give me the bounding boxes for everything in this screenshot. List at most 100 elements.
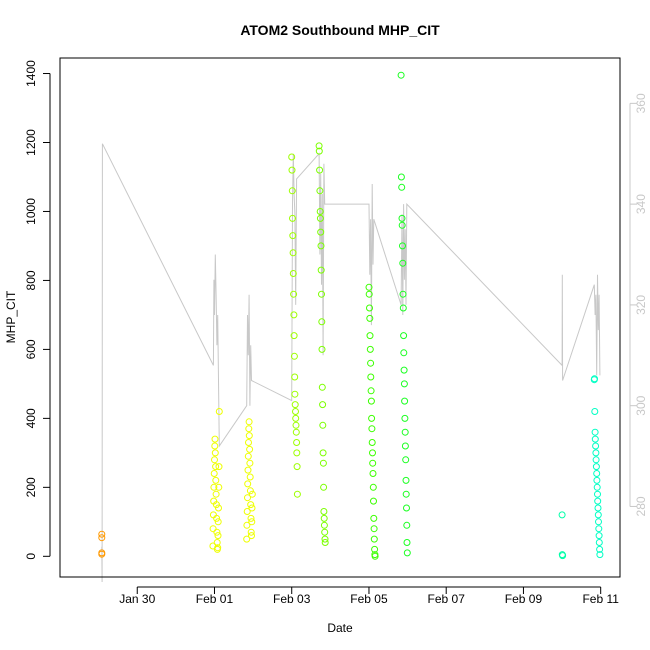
data-point [369, 459, 377, 467]
data-point [594, 504, 602, 512]
data-point [593, 483, 601, 491]
right-y-tick-label: 320 [634, 295, 648, 315]
data-point [98, 550, 106, 558]
data-point [403, 539, 411, 546]
data-point [369, 470, 377, 477]
data-point [292, 414, 300, 422]
data-point [210, 470, 218, 477]
data-point [402, 490, 410, 498]
data-point [316, 187, 324, 195]
data-point [293, 463, 301, 471]
x-tick-label: Feb 01 [196, 592, 234, 606]
data-point [215, 483, 223, 491]
scatter-points-layer [98, 71, 604, 560]
data-point [368, 425, 376, 433]
scatter-series [590, 375, 604, 559]
data-point [320, 483, 328, 491]
data-point [403, 521, 411, 529]
x-tick-label: Jan 30 [119, 592, 155, 606]
data-point [212, 476, 220, 484]
y-tick-label: 0 [24, 553, 38, 560]
data-point [403, 504, 410, 512]
data-point [293, 490, 301, 498]
data-point [213, 539, 221, 546]
data-point [558, 511, 566, 519]
data-point [248, 490, 256, 498]
data-point [593, 476, 601, 484]
data-point [244, 494, 251, 502]
data-point [368, 414, 376, 422]
data-point [592, 456, 600, 464]
data-point [215, 463, 223, 471]
data-point [243, 508, 251, 515]
data-point [248, 532, 255, 540]
data-point [247, 528, 255, 536]
data-point [370, 514, 378, 522]
data-point [214, 532, 222, 540]
data-point [559, 552, 567, 560]
scatter-series [98, 530, 106, 558]
data-point [400, 366, 408, 374]
data-point [366, 332, 374, 340]
data-point [211, 449, 219, 457]
right-y-tick-label: 300 [634, 395, 648, 415]
data-point [292, 428, 300, 436]
y-tick-label: 800 [24, 270, 38, 290]
data-point [215, 504, 222, 512]
y-tick-label: 1200 [24, 129, 38, 156]
data-point [288, 166, 296, 174]
scatter-series [558, 511, 567, 560]
data-point [591, 375, 598, 383]
data-point [319, 459, 327, 467]
data-point [290, 290, 298, 298]
x-axis-label: Date [327, 621, 353, 635]
data-point [592, 463, 600, 471]
data-point [596, 551, 604, 559]
data-point [211, 435, 219, 443]
data-point [397, 173, 405, 181]
chart-title: ATOM2 Southbound MHP_CIT [240, 22, 440, 38]
data-point [595, 525, 603, 533]
data-point [398, 183, 406, 191]
data-point [246, 473, 254, 481]
data-point [245, 432, 253, 440]
data-point [290, 332, 298, 340]
scatter-series [365, 283, 379, 560]
data-point [245, 418, 253, 426]
x-tick-label: Feb 11 [582, 592, 619, 606]
data-point [98, 534, 106, 542]
data-point [320, 514, 328, 522]
data-point [399, 290, 407, 298]
data-point [289, 249, 297, 257]
data-point [213, 514, 221, 522]
data-point [367, 397, 375, 405]
data-point [247, 514, 255, 522]
data-point [594, 490, 601, 498]
data-point [318, 318, 326, 326]
data-point [399, 242, 406, 250]
right-y-tick-label: 360 [634, 93, 648, 113]
data-point [320, 521, 328, 529]
data-point [318, 345, 326, 353]
data-point [371, 552, 379, 560]
data-point [594, 511, 602, 519]
data-point [291, 373, 299, 381]
data-point [399, 259, 407, 267]
data-point [400, 380, 408, 388]
data-point [401, 397, 409, 405]
data-point [291, 390, 299, 398]
plot-frame [59, 57, 621, 578]
data-point [289, 214, 296, 222]
data-point [289, 232, 297, 240]
data-point [319, 421, 327, 429]
data-point [366, 345, 374, 353]
data-point [244, 452, 252, 460]
data-point [248, 518, 256, 526]
data-point [321, 539, 329, 546]
scatter-series [243, 418, 256, 543]
data-point [247, 501, 255, 509]
data-point [367, 359, 375, 367]
data-point [317, 266, 325, 274]
data-point [315, 147, 323, 155]
